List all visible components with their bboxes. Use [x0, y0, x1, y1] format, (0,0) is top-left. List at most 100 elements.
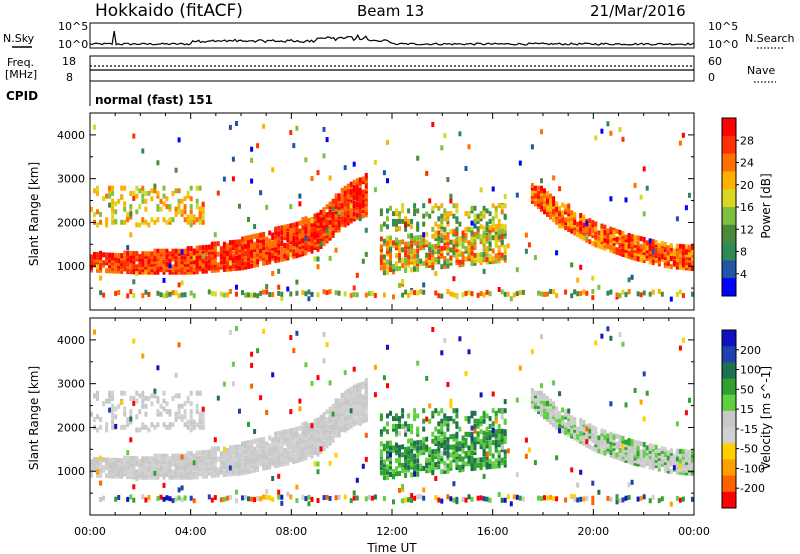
velocity-cell: [198, 463, 202, 469]
power-cell: [286, 286, 290, 292]
velocity-cell: [603, 448, 607, 453]
velocity-cell: [651, 462, 655, 468]
velocity-cell: [156, 395, 160, 401]
power-cell: [277, 233, 281, 239]
velocity-cell: [488, 451, 492, 457]
power-cell: [141, 261, 145, 267]
velocity-cell: [231, 468, 235, 474]
velocity-cell: [144, 403, 148, 409]
power-cell: [204, 260, 208, 266]
velocity-cell: [588, 436, 592, 442]
velocity-cell: [135, 461, 139, 467]
power-cell: [337, 198, 341, 204]
velocity-cell: [606, 443, 610, 449]
velocity-cell: [156, 472, 160, 478]
velocity-cell: [316, 422, 320, 428]
power-cell: [645, 242, 649, 248]
velocity-cell: [609, 442, 613, 448]
power-cell: [404, 241, 408, 247]
velocity-cell: [213, 449, 217, 455]
velocity-cell: [494, 418, 498, 424]
velocity-cell: [337, 427, 341, 433]
power-cell: [582, 222, 586, 228]
velocity-cell: [228, 455, 232, 461]
velocity-cell: [479, 444, 483, 450]
velocity-cell: [382, 475, 386, 481]
power-cell: [277, 239, 281, 245]
velocity-cell: [446, 423, 450, 429]
power-cell: [210, 268, 214, 273]
power-cell: [210, 262, 214, 268]
power-colorbar-label: Power [dB]: [759, 173, 773, 238]
velocity-cell: [654, 460, 658, 466]
power-cell: [222, 264, 226, 270]
power-cell: [195, 258, 199, 264]
velocity-cell: [129, 416, 133, 422]
power-cell: [235, 250, 238, 256]
velocity-cell: [352, 408, 356, 414]
power-cell: [144, 251, 148, 257]
velocity-cell: [666, 450, 670, 456]
velocity-cell: [530, 398, 534, 404]
velocity-cell: [189, 427, 193, 433]
power-cell: [213, 241, 217, 247]
velocity-cell: [688, 465, 691, 471]
power-cell: [681, 265, 685, 271]
power-cell: [425, 211, 429, 217]
power-cell: [195, 266, 199, 272]
power-cell: [663, 252, 667, 258]
velocity-cell: [431, 438, 435, 444]
power-cell: [564, 217, 568, 223]
velocity-cell: [639, 451, 643, 457]
velocity-cell: [389, 472, 392, 477]
power-cell: [606, 230, 610, 236]
velocity-cell: [488, 423, 492, 429]
power-cell: [437, 293, 441, 299]
x-axis: 00:00 04:00 08:00 12:00 16:00 20:00 00:00: [74, 113, 710, 538]
velocity-cell: [446, 450, 450, 456]
velocity-cell: [639, 399, 643, 405]
velocity-cell: [298, 441, 302, 447]
velocity-cell: [546, 414, 549, 420]
velocity-cell: [114, 406, 118, 412]
velocity-cell: [310, 453, 314, 459]
power-cell: [195, 198, 199, 204]
velocity-cell: [123, 466, 127, 472]
power-cell: [126, 263, 130, 269]
power-cell: [316, 256, 320, 262]
velocity-cell: [382, 426, 386, 432]
velocity-cell: [543, 409, 546, 415]
power-cell: [648, 241, 652, 246]
velocity-cell: [313, 434, 317, 440]
power-cell: [156, 261, 160, 267]
power-cell: [250, 239, 254, 245]
power-cell: [189, 254, 193, 259]
velocity-cell: [126, 474, 130, 480]
velocity-cell: [473, 428, 477, 434]
power-cell: [207, 244, 211, 250]
power-cell: [373, 159, 377, 165]
power-cell: [244, 235, 247, 241]
velocity-cell: [271, 461, 275, 467]
velocity-cell: [265, 489, 269, 495]
velocity-cell: [488, 435, 492, 441]
velocity-cell: [201, 463, 205, 469]
velocity-cell: [132, 471, 136, 477]
power-cell: [111, 255, 115, 261]
velocity-cell: [310, 451, 314, 456]
power-cell: [422, 203, 426, 209]
velocity-cell: [639, 449, 643, 455]
power-cell: [467, 211, 471, 217]
power-cell: [235, 265, 238, 271]
power-cell: [660, 254, 664, 260]
velocity-cell: [108, 465, 112, 471]
velocity-cell: [219, 456, 223, 462]
power-cell: [455, 203, 459, 209]
power-cell: [280, 225, 284, 231]
velocity-cell: [328, 440, 332, 446]
power-cell: [648, 238, 652, 244]
velocity-cell: [609, 452, 613, 458]
power-cell: [467, 144, 471, 150]
power-cell: [99, 219, 103, 225]
velocity-cell: [684, 449, 688, 455]
